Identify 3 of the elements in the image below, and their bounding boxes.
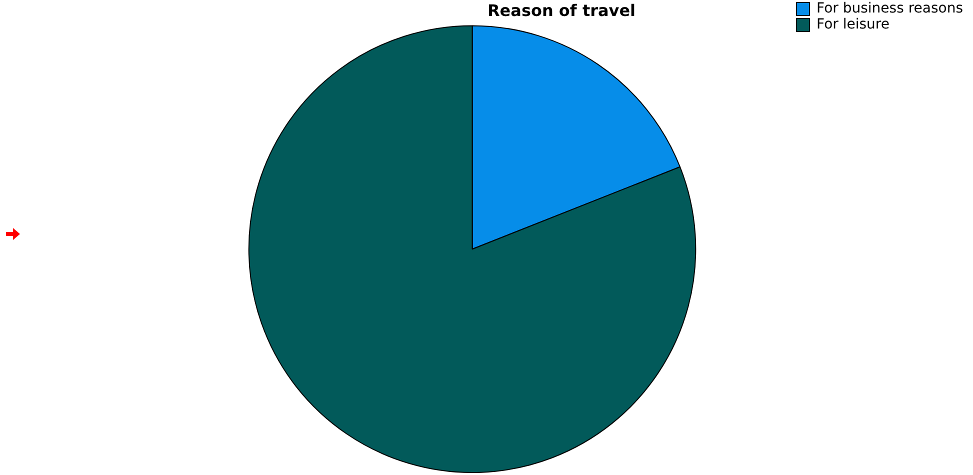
legend-label: For business reasons [816,0,964,17]
chart-title: Reason of travel [487,0,636,20]
legend-label: For leisure [816,16,890,33]
